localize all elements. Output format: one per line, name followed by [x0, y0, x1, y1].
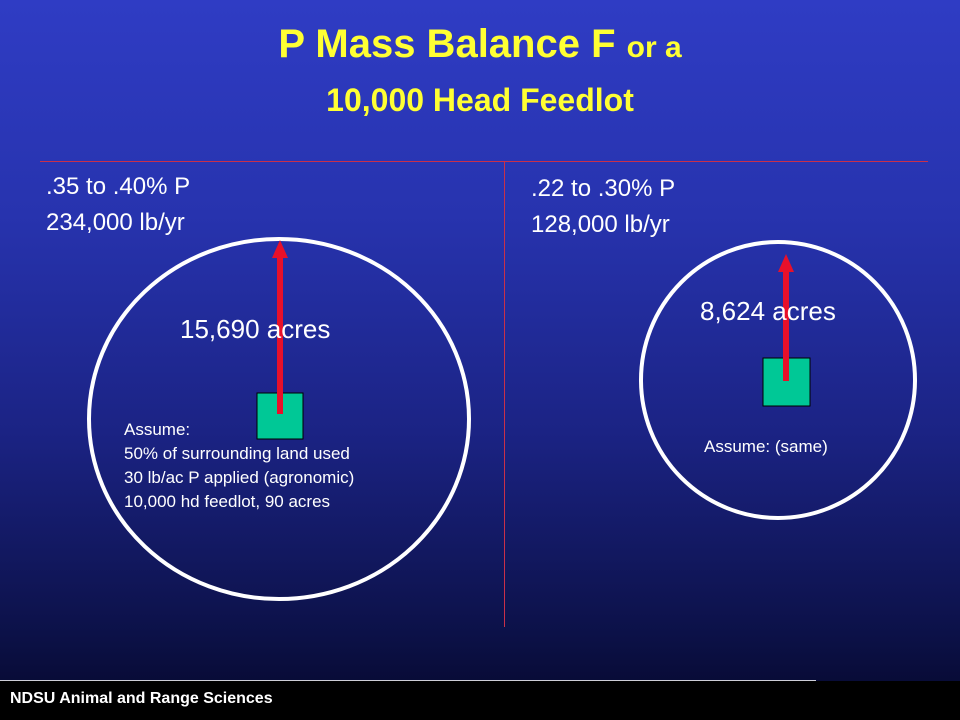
right-arrow-up-icon [778, 254, 794, 381]
horizontal-divider [40, 161, 928, 162]
right-concentration: .22 to .30% P [531, 175, 676, 202]
left-arrow-up-icon [272, 240, 288, 414]
slide-title-line2: 10,000 Head Feedlot [326, 82, 634, 118]
assume-line: 10,000 hd feedlot, 90 acres [124, 492, 331, 511]
right-land-circle [639, 240, 917, 520]
footer-band [0, 681, 960, 720]
footer-divider [0, 680, 816, 681]
right-amount: 128,000 lb/yr [531, 211, 670, 238]
slide-title-line1: P Mass Balance F or a [0, 22, 960, 67]
left-stats: .35 to .40% P 234,000 lb/yr [46, 169, 190, 241]
right-stats: .22 to .30% P 128,000 lb/yr [531, 171, 675, 243]
left-acres-label: 15,690 acres [180, 314, 331, 344]
left-amount: 234,000 lb/yr [46, 209, 185, 236]
left-land-circle [87, 237, 471, 601]
right-assumptions: Assume: (same) [704, 437, 828, 456]
assume-line: 30 lb/ac P applied (agronomic) [124, 468, 355, 487]
left-assumptions: Assume: 50% of surrounding land used 30 … [124, 418, 354, 514]
assume-line: Assume: [124, 420, 191, 439]
right-acres-label: 8,624 acres [700, 296, 836, 326]
footer-label: NDSU Animal and Range Sciences [10, 690, 273, 707]
title-main: P Mass Balance F [278, 22, 616, 66]
assume-line: 50% of surrounding land used [124, 444, 350, 463]
vertical-divider [504, 161, 505, 627]
left-concentration: .35 to .40% P [46, 173, 191, 200]
title-small: or a [626, 31, 682, 64]
